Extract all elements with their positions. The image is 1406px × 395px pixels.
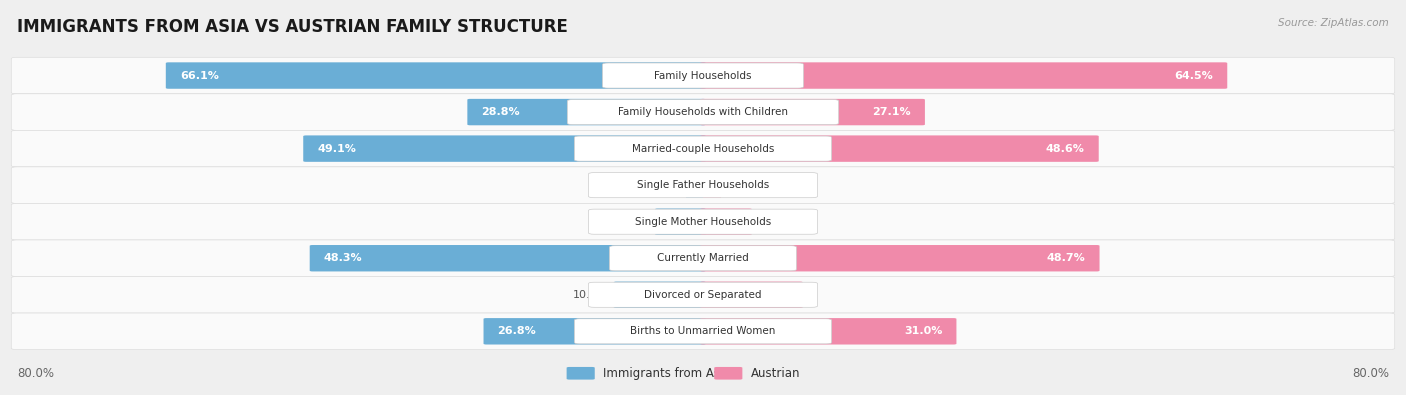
- Text: Births to Unmarried Women: Births to Unmarried Women: [630, 326, 776, 336]
- Text: IMMIGRANTS FROM ASIA VS AUSTRIAN FAMILY STRUCTURE: IMMIGRANTS FROM ASIA VS AUSTRIAN FAMILY …: [17, 18, 568, 36]
- FancyBboxPatch shape: [11, 94, 1395, 130]
- FancyBboxPatch shape: [700, 318, 956, 344]
- FancyBboxPatch shape: [714, 367, 742, 380]
- Text: Source: ZipAtlas.com: Source: ZipAtlas.com: [1278, 18, 1389, 28]
- FancyBboxPatch shape: [484, 318, 706, 344]
- FancyBboxPatch shape: [588, 209, 818, 234]
- Text: 80.0%: 80.0%: [1353, 367, 1389, 380]
- Text: 48.6%: 48.6%: [1046, 144, 1084, 154]
- FancyBboxPatch shape: [700, 245, 1099, 271]
- Bar: [686, 173, 703, 198]
- Text: 12.0%: 12.0%: [751, 290, 789, 300]
- Text: Divorced or Separated: Divorced or Separated: [644, 290, 762, 300]
- FancyBboxPatch shape: [603, 63, 804, 88]
- Text: 28.8%: 28.8%: [481, 107, 520, 117]
- Text: Immigrants from Asia: Immigrants from Asia: [603, 367, 731, 380]
- FancyBboxPatch shape: [11, 240, 1395, 276]
- Text: 26.8%: 26.8%: [498, 326, 536, 336]
- Text: 48.7%: 48.7%: [1046, 253, 1085, 263]
- FancyBboxPatch shape: [700, 62, 1227, 89]
- Text: Family Households: Family Households: [654, 71, 752, 81]
- Text: 5.7%: 5.7%: [758, 217, 786, 227]
- FancyBboxPatch shape: [467, 99, 706, 125]
- Text: Currently Married: Currently Married: [657, 253, 749, 263]
- Text: 27.1%: 27.1%: [872, 107, 911, 117]
- Text: 5.6%: 5.6%: [621, 217, 650, 227]
- Text: 48.3%: 48.3%: [323, 253, 363, 263]
- Text: Austrian: Austrian: [751, 367, 800, 380]
- FancyBboxPatch shape: [304, 135, 706, 162]
- Text: 64.5%: 64.5%: [1174, 71, 1213, 81]
- Text: 2.1%: 2.1%: [650, 180, 678, 190]
- FancyBboxPatch shape: [700, 282, 803, 308]
- FancyBboxPatch shape: [588, 173, 818, 198]
- FancyBboxPatch shape: [700, 99, 925, 125]
- Text: 49.1%: 49.1%: [318, 144, 356, 154]
- FancyBboxPatch shape: [567, 100, 839, 125]
- FancyBboxPatch shape: [575, 319, 831, 344]
- Text: 66.1%: 66.1%: [180, 71, 219, 81]
- FancyBboxPatch shape: [11, 313, 1395, 350]
- Text: Single Mother Households: Single Mother Households: [636, 217, 770, 227]
- FancyBboxPatch shape: [588, 282, 818, 307]
- FancyBboxPatch shape: [567, 367, 595, 380]
- Text: 31.0%: 31.0%: [904, 326, 942, 336]
- Text: Single Father Households: Single Father Households: [637, 180, 769, 190]
- FancyBboxPatch shape: [11, 203, 1395, 240]
- Text: 10.7%: 10.7%: [572, 290, 607, 300]
- FancyBboxPatch shape: [700, 209, 752, 235]
- FancyBboxPatch shape: [11, 276, 1395, 313]
- FancyBboxPatch shape: [11, 57, 1395, 94]
- FancyBboxPatch shape: [610, 246, 796, 271]
- FancyBboxPatch shape: [11, 167, 1395, 203]
- FancyBboxPatch shape: [613, 282, 706, 308]
- FancyBboxPatch shape: [166, 62, 706, 89]
- Bar: [703, 173, 721, 198]
- FancyBboxPatch shape: [700, 135, 1098, 162]
- Text: 2.2%: 2.2%: [730, 180, 758, 190]
- FancyBboxPatch shape: [11, 130, 1395, 167]
- FancyBboxPatch shape: [309, 245, 706, 271]
- FancyBboxPatch shape: [655, 209, 706, 235]
- Text: Family Households with Children: Family Households with Children: [619, 107, 787, 117]
- Text: 80.0%: 80.0%: [17, 367, 53, 380]
- FancyBboxPatch shape: [575, 136, 831, 161]
- Text: Married-couple Households: Married-couple Households: [631, 144, 775, 154]
